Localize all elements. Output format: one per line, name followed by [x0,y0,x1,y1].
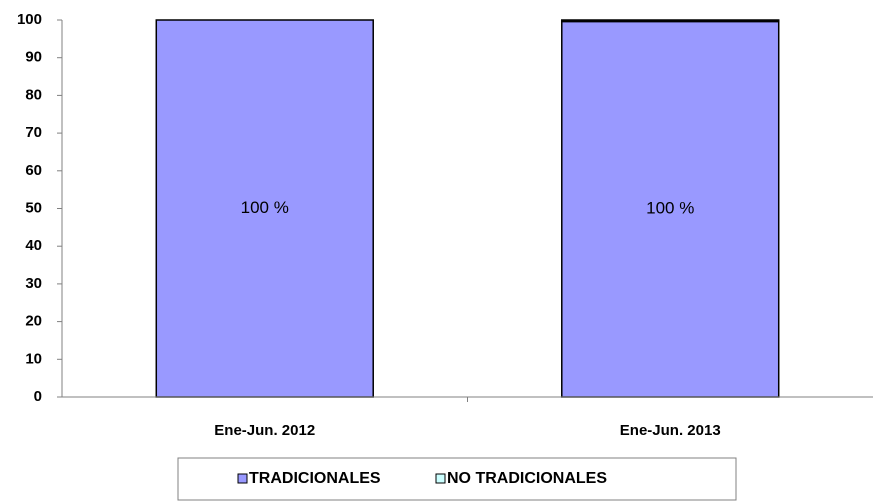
x-tick-label: Ene-Jun. 2013 [620,422,721,439]
y-tick-label: 50 [25,199,42,216]
legend-box [177,457,737,501]
y-tick-label: 70 [25,124,42,141]
y-tick-label: 90 [25,49,42,66]
value-label: 100 % [241,198,289,217]
value-label: 100 % [646,199,694,218]
legend-swatch [435,473,446,484]
y-tick-label: 20 [25,313,42,330]
legend-swatch [237,473,248,484]
y-tick-label: 0 [34,388,42,405]
bar-segment [561,19,780,23]
y-tick-label: 10 [25,350,42,367]
y-tick-label: 80 [25,86,42,103]
x-tick-label: Ene-Jun. 2012 [214,422,315,439]
y-tick-label: 60 [25,162,42,179]
bar-segment [561,20,780,398]
bar-segment [155,19,374,398]
legend-label: TRADICIONALES [249,470,381,487]
y-tick-label: 40 [25,237,42,254]
y-tick-label: 100 [17,11,42,28]
legend-label: NO TRADICIONALES [447,470,607,487]
y-tick-label: 30 [25,275,42,292]
